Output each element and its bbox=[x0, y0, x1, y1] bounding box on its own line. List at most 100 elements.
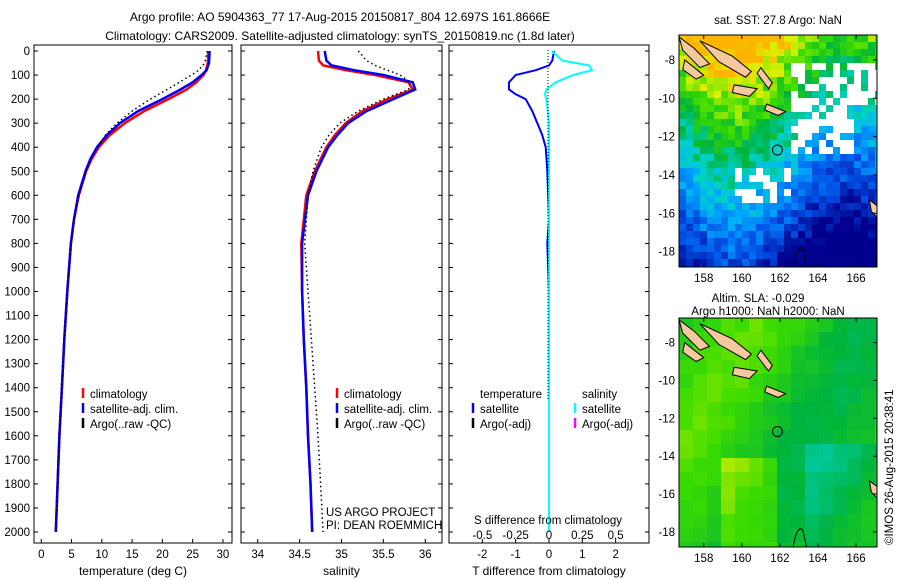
map-cell bbox=[791, 444, 805, 458]
map-cell bbox=[833, 486, 847, 500]
map-cell bbox=[819, 252, 826, 259]
map-cell bbox=[763, 374, 777, 388]
map-cell bbox=[707, 175, 714, 182]
map-cell bbox=[784, 196, 791, 203]
map-cell bbox=[728, 210, 735, 217]
map-cell bbox=[763, 70, 770, 77]
map-cell bbox=[714, 259, 721, 266]
map-cell bbox=[693, 133, 700, 140]
map-cell bbox=[686, 35, 693, 42]
map-cell bbox=[686, 224, 693, 231]
map-cell bbox=[826, 126, 833, 133]
map-cell bbox=[833, 175, 840, 182]
map-cell bbox=[728, 154, 735, 161]
map-cell bbox=[693, 119, 700, 126]
map-cell bbox=[875, 346, 877, 360]
map-cell bbox=[861, 189, 868, 196]
map-cell bbox=[791, 77, 798, 84]
map-cell bbox=[686, 175, 693, 182]
map-cell bbox=[721, 189, 728, 196]
map-cell bbox=[728, 245, 735, 252]
s-tick-label: 0 bbox=[546, 530, 552, 542]
map-cell bbox=[868, 49, 875, 56]
lon-tick-label: 160 bbox=[732, 553, 751, 565]
map-cell bbox=[679, 77, 686, 84]
map-cell bbox=[707, 140, 714, 147]
map-cell bbox=[826, 196, 833, 203]
map-cell bbox=[770, 231, 777, 238]
map-cell bbox=[679, 374, 693, 388]
map-cell bbox=[749, 500, 763, 514]
map-cell bbox=[847, 105, 854, 112]
series-argo-raw-qc- bbox=[55, 50, 208, 533]
map-cell bbox=[756, 77, 763, 84]
map-cell bbox=[763, 49, 770, 56]
map-cell bbox=[693, 91, 700, 98]
map-cell bbox=[721, 175, 728, 182]
map-cell bbox=[735, 217, 742, 224]
map-cell bbox=[805, 458, 819, 472]
map-cell bbox=[707, 238, 714, 245]
map-cell bbox=[833, 360, 847, 374]
map-cell bbox=[791, 161, 798, 168]
map-cell bbox=[875, 119, 877, 126]
map-cell bbox=[784, 105, 791, 112]
map-cell bbox=[819, 224, 826, 231]
map-cell bbox=[728, 161, 735, 168]
map-cell bbox=[693, 514, 707, 528]
map-cell bbox=[714, 112, 721, 119]
map-cell bbox=[777, 231, 784, 238]
map-cell bbox=[700, 224, 707, 231]
argo-float-marker bbox=[771, 426, 783, 438]
map-cell bbox=[714, 245, 721, 252]
map-cell bbox=[777, 472, 791, 486]
map-cell bbox=[819, 35, 826, 42]
map-cell bbox=[700, 70, 707, 77]
map-cell bbox=[756, 252, 763, 259]
x-tick-label: 30 bbox=[217, 549, 230, 561]
map-cell bbox=[840, 84, 847, 91]
map-cell bbox=[735, 42, 742, 49]
map-cell bbox=[854, 203, 861, 210]
map-cell bbox=[742, 133, 749, 140]
map-cell bbox=[728, 147, 735, 154]
map-cell bbox=[833, 458, 847, 472]
map-cell bbox=[714, 70, 721, 77]
map-cell bbox=[749, 126, 756, 133]
map-cell bbox=[693, 63, 700, 70]
map-cell bbox=[791, 224, 798, 231]
map-cell bbox=[868, 238, 875, 245]
map-cell bbox=[833, 402, 847, 416]
map-cell bbox=[749, 542, 763, 547]
map-cell bbox=[770, 161, 777, 168]
map-cell bbox=[721, 42, 728, 49]
map-cell bbox=[833, 147, 840, 154]
map-cell bbox=[728, 189, 735, 196]
map-cell bbox=[777, 175, 784, 182]
map-cell bbox=[721, 514, 735, 528]
map-cell bbox=[805, 49, 812, 56]
map-cell bbox=[756, 161, 763, 168]
map-cell bbox=[777, 63, 784, 70]
map-cell bbox=[714, 252, 721, 259]
map-cell bbox=[777, 444, 791, 458]
map-cell bbox=[875, 500, 877, 514]
map-cell bbox=[721, 444, 735, 458]
map-cell bbox=[861, 84, 868, 91]
series-climatology bbox=[300, 50, 415, 533]
map-cell bbox=[756, 210, 763, 217]
map-cell bbox=[777, 332, 791, 346]
map-cell bbox=[735, 514, 749, 528]
map-cell bbox=[819, 168, 826, 175]
map-cell bbox=[721, 472, 735, 486]
map-cell bbox=[728, 133, 735, 140]
map-cell bbox=[728, 196, 735, 203]
map-cell bbox=[735, 203, 742, 210]
map-cell bbox=[763, 133, 770, 140]
map-cell bbox=[714, 175, 721, 182]
map-cell bbox=[763, 528, 777, 542]
map-cell bbox=[721, 542, 735, 547]
map-cell bbox=[756, 105, 763, 112]
map-cell bbox=[854, 140, 861, 147]
map-cell bbox=[833, 346, 847, 360]
